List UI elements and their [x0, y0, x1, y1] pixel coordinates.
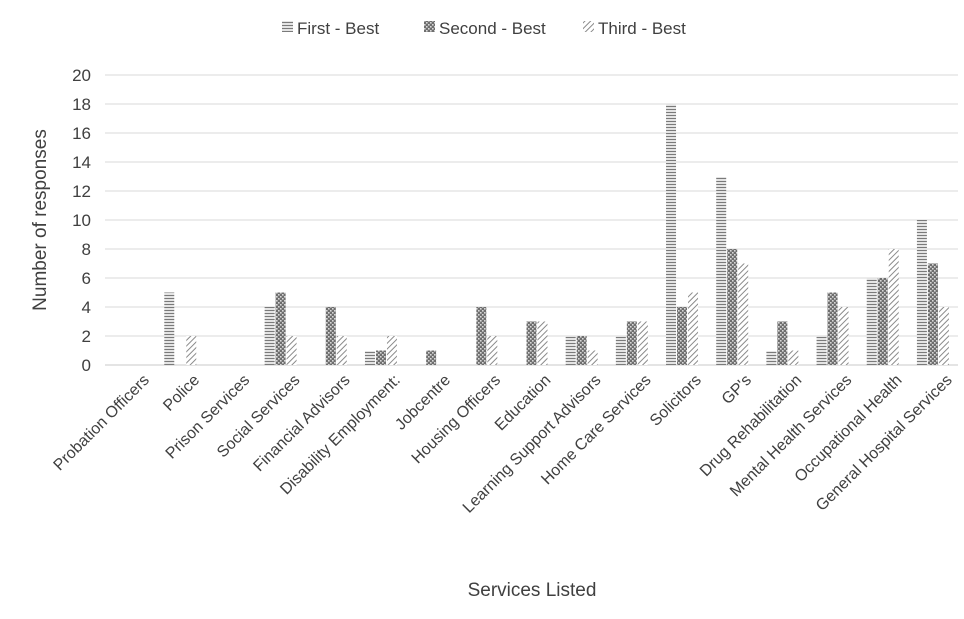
legend-item: Second - Best — [424, 19, 546, 38]
gridlines — [105, 74, 958, 366]
y-tick-label: 12 — [72, 182, 91, 201]
x-axis-label: Services Listed — [468, 580, 597, 601]
bar-second-best — [325, 307, 336, 365]
bar-third-best — [186, 336, 197, 365]
bar-first-best — [264, 307, 275, 365]
legend: First - Best Second - Best Third - Best — [282, 19, 686, 38]
y-tick-label: 10 — [72, 211, 91, 230]
legend-swatch-first-best — [282, 21, 293, 32]
x-tick-label: Housing Officers — [409, 372, 504, 467]
bar-third-best — [788, 350, 799, 365]
bar-second-best — [626, 321, 637, 365]
bar-first-best — [766, 350, 777, 365]
bar-first-best — [565, 336, 576, 365]
legend-swatch-third-best — [583, 21, 594, 32]
bar-second-best — [275, 292, 286, 365]
bar-first-best — [164, 292, 175, 365]
bar-second-best — [576, 336, 587, 365]
bar-third-best — [637, 321, 648, 365]
bar-second-best — [375, 350, 386, 365]
bar-third-best — [487, 336, 498, 365]
bar-third-best — [286, 336, 297, 365]
x-tick-label: Police — [160, 372, 203, 415]
bar-second-best — [677, 307, 688, 365]
bar-second-best — [927, 263, 938, 365]
bar-first-best — [716, 176, 727, 365]
bar-first-best — [866, 278, 877, 365]
bar-first-best — [364, 350, 375, 365]
bar-third-best — [838, 307, 849, 365]
bar-third-best — [688, 292, 699, 365]
bar-first-best — [916, 220, 927, 365]
y-tick-label: 8 — [82, 240, 91, 259]
legend-label: Second - Best — [439, 19, 546, 38]
bars — [164, 104, 949, 365]
y-tick-label: 0 — [82, 356, 91, 375]
y-tick-label: 16 — [72, 124, 91, 143]
bar-third-best — [888, 249, 899, 365]
bar-third-best — [537, 321, 548, 365]
y-axis: 0 2 4 6 8 10 12 14 16 18 20 — [72, 66, 91, 375]
bar-second-best — [526, 321, 537, 365]
bar-second-best — [426, 350, 437, 365]
legend-label: First - Best — [297, 19, 379, 38]
x-tick-label: Financial Advisors — [250, 372, 353, 475]
bar-second-best — [777, 321, 788, 365]
bar-third-best — [587, 350, 598, 365]
bar-second-best — [827, 292, 838, 365]
legend-swatch-second-best — [424, 21, 435, 32]
bar-third-best — [386, 336, 397, 365]
y-tick-label: 14 — [72, 153, 91, 172]
y-axis-label: Number of responses — [30, 129, 51, 311]
y-tick-label: 2 — [82, 327, 91, 346]
y-tick-label: 18 — [72, 95, 91, 114]
bar-first-best — [816, 336, 827, 365]
y-tick-label: 6 — [82, 269, 91, 288]
legend-item: Third - Best — [583, 19, 686, 38]
y-tick-label: 20 — [72, 66, 91, 85]
bar-third-best — [938, 307, 949, 365]
bar-second-best — [476, 307, 487, 365]
bar-third-best — [738, 263, 749, 365]
bar-second-best — [727, 249, 738, 365]
legend-item: First - Best — [282, 19, 379, 38]
legend-label: Third - Best — [598, 19, 686, 38]
x-tick-label: GP's — [719, 372, 755, 408]
bar-second-best — [877, 278, 888, 365]
y-tick-label: 4 — [82, 298, 91, 317]
x-tick-label: Probation Officers — [51, 372, 153, 474]
bar-first-best — [615, 336, 626, 365]
x-tick-label: Solicitors — [647, 372, 705, 430]
bar-first-best — [666, 104, 677, 365]
bar-third-best — [336, 336, 347, 365]
